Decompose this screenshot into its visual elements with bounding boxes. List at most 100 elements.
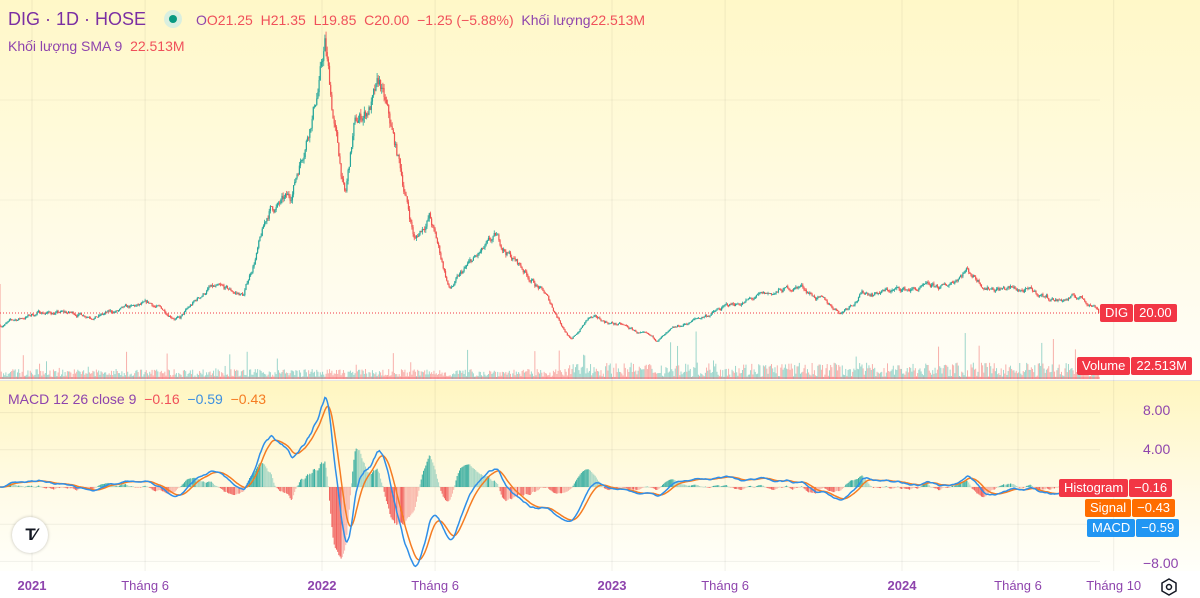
- candle-body: [484, 244, 486, 248]
- symbol-title[interactable]: DIG · 1D · HOSE: [8, 9, 147, 29]
- histogram-bar: [336, 487, 337, 550]
- candle-body: [719, 309, 722, 311]
- volume-bar: [1044, 372, 1046, 379]
- candle-body: [680, 326, 682, 327]
- histogram-bar: [119, 485, 121, 487]
- volume-bar: [66, 371, 68, 379]
- candle-body: [926, 281, 928, 283]
- volume-bar: [608, 365, 610, 379]
- volume-bar: [639, 368, 641, 379]
- volume-bar: [1081, 373, 1083, 379]
- candle-body: [845, 308, 847, 310]
- candle-body: [76, 315, 78, 317]
- candle-body: [6, 322, 8, 324]
- histogram-bar: [282, 487, 284, 493]
- histogram-bar: [709, 487, 711, 488]
- candle-body: [1084, 299, 1086, 302]
- volume-bar: [112, 375, 114, 379]
- histogram-bar: [258, 464, 260, 487]
- histogram-bar: [594, 475, 596, 487]
- volume-bar: [196, 373, 198, 379]
- volume-bar: [594, 371, 596, 379]
- candle-body: [215, 285, 217, 287]
- volume-bar: [675, 365, 677, 379]
- settings-icon[interactable]: [1160, 578, 1178, 596]
- volume-bar: [235, 370, 237, 379]
- volume-bar: [659, 372, 661, 379]
- volume-bar: [313, 371, 315, 379]
- volume-bar: [947, 366, 949, 379]
- histogram-bar: [348, 487, 350, 510]
- volume-bar: [1036, 375, 1038, 379]
- candle-body: [392, 129, 394, 134]
- histogram-bar: [809, 487, 811, 493]
- histogram-bar: [543, 487, 545, 488]
- volume-bar: [206, 372, 208, 379]
- pane-separator[interactable]: [0, 380, 1200, 381]
- candle-body: [776, 291, 778, 293]
- volume-bar: [368, 372, 370, 379]
- candle-body: [407, 202, 410, 210]
- volume-bar: [939, 366, 941, 379]
- candle-body: [149, 302, 151, 304]
- volume-bar: [249, 369, 250, 379]
- volume-bar: [994, 371, 996, 379]
- candle-body: [968, 268, 970, 272]
- volume-bar: [303, 369, 305, 379]
- tradingview-logo[interactable]: T⁄: [12, 517, 48, 553]
- volume-bar: [1038, 363, 1040, 379]
- histogram-bar: [375, 469, 377, 487]
- candle-body: [1049, 299, 1051, 301]
- volume-sma-legend[interactable]: Khối lượng SMA 9 22.513M: [8, 38, 185, 54]
- volume-bar: [701, 373, 703, 379]
- candle-body: [47, 311, 49, 314]
- histogram-bar: [1030, 484, 1032, 487]
- histogram-bar: [20, 485, 22, 487]
- histogram-bar: [866, 480, 868, 487]
- candle-body: [422, 229, 425, 230]
- volume-bar: [1007, 371, 1009, 379]
- macd-legend[interactable]: MACD 12 26 close 9 −0.16 −0.59 −0.43: [8, 391, 266, 407]
- candle-body: [465, 265, 468, 267]
- histogram-bar: [99, 485, 101, 487]
- candle-body: [1031, 288, 1034, 292]
- candle-body: [833, 309, 835, 310]
- histogram-bar: [406, 487, 408, 519]
- volume-bar: [555, 369, 557, 379]
- candle-body: [123, 306, 125, 308]
- candle-body: [745, 299, 747, 302]
- volume-bar: [707, 370, 709, 379]
- candle-body: [1023, 290, 1025, 293]
- volume-bar: [172, 374, 174, 379]
- candle-body: [449, 286, 451, 289]
- candle-body: [741, 303, 744, 305]
- histogram-bar: [439, 486, 441, 488]
- volume-bar: [755, 374, 757, 379]
- candle-body: [1011, 286, 1013, 288]
- histogram-bar: [445, 487, 446, 501]
- candle-body: [917, 290, 919, 292]
- candle-body: [543, 291, 545, 294]
- histogram-bar: [762, 485, 764, 487]
- candle-body: [436, 238, 439, 244]
- histogram-bar: [929, 486, 931, 488]
- histogram-bar: [19, 485, 21, 487]
- candle-body: [469, 259, 471, 262]
- histogram-bar: [634, 487, 636, 490]
- candle-body: [219, 284, 222, 286]
- histogram-bar: [338, 487, 340, 556]
- histogram-bar: [137, 487, 139, 488]
- candle-body: [656, 340, 658, 342]
- histogram-bar: [550, 487, 552, 491]
- volume-bar: [201, 374, 203, 379]
- candle-body: [294, 181, 296, 186]
- candle-body: [947, 285, 949, 287]
- volume-bar: [420, 371, 422, 379]
- candle-body: [944, 283, 947, 286]
- histogram-bar: [968, 482, 970, 487]
- histogram-bar: [939, 487, 941, 491]
- histogram-bar: [221, 487, 223, 489]
- candle-body: [882, 290, 884, 291]
- volume-bar: [461, 372, 463, 379]
